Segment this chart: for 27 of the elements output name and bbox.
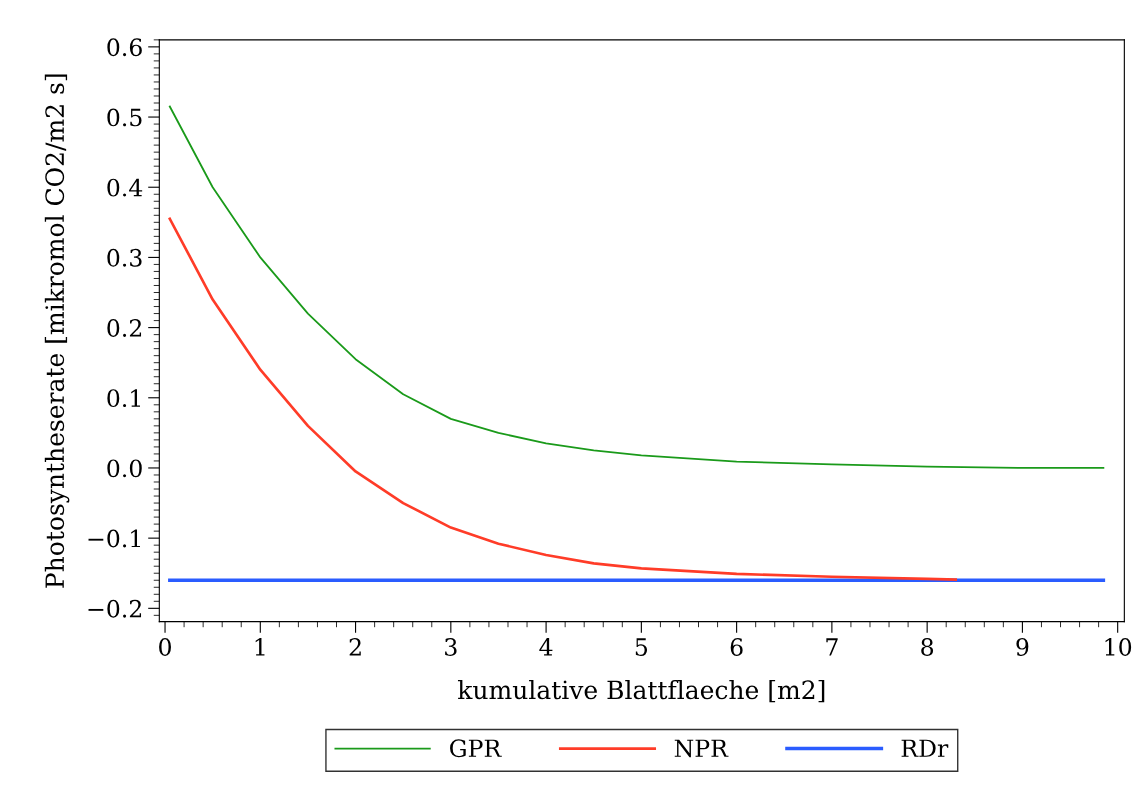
x-tick-label: 2 xyxy=(349,638,361,656)
y-tick-label: 0.4 xyxy=(107,178,143,197)
y-axis-title: Photosyntheserate [mikromol CO2/m2 s] xyxy=(44,74,70,588)
x-tick-label: 1 xyxy=(255,638,265,656)
y-tick-label: 0.2 xyxy=(107,319,142,337)
y-tick-label: 0.6 xyxy=(107,38,142,57)
legend-label: GPR xyxy=(450,739,502,758)
legend-label: RDr xyxy=(901,739,949,757)
x-tick-label: 10 xyxy=(1105,638,1132,656)
y-tick-label: 0.1 xyxy=(107,389,140,408)
y-tick-label: 0.3 xyxy=(107,248,142,267)
x-tick-label: 5 xyxy=(635,638,648,656)
line-series xyxy=(168,105,1105,469)
x-tick-label: 8 xyxy=(921,638,934,656)
x-axis-title: kumulative Blattflaeche [m2] xyxy=(457,679,825,703)
y-tick-label: 0.5 xyxy=(107,108,142,127)
y-tick-label: −0.2 xyxy=(88,599,142,618)
x-tick-label: 6 xyxy=(730,638,743,656)
x-tick-label: 9 xyxy=(1016,638,1029,656)
x-tick-label: 4 xyxy=(539,638,553,656)
line-series xyxy=(168,217,958,581)
x-tick-label: 7 xyxy=(826,638,838,656)
y-tick-label: 0.0 xyxy=(107,459,142,478)
legend-label: NPR xyxy=(674,739,729,758)
x-tick-label: 0 xyxy=(159,638,171,656)
x-tick-label: 3 xyxy=(445,638,457,656)
y-tick-label: −0.1 xyxy=(88,529,140,548)
